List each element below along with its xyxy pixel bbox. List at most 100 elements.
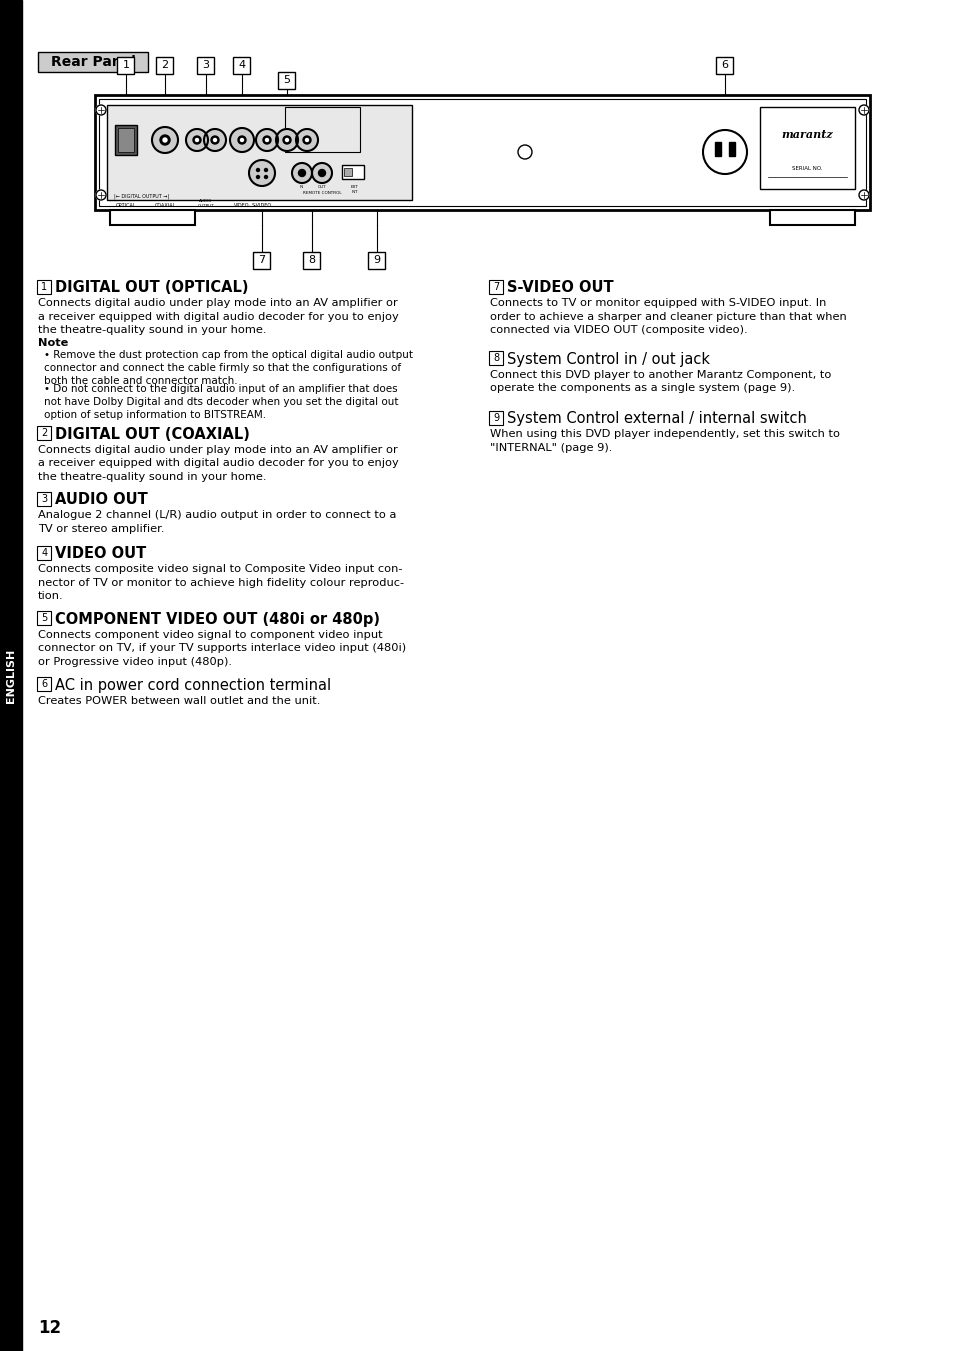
- Text: System Control in / out jack: System Control in / out jack: [506, 351, 709, 366]
- Circle shape: [312, 163, 332, 182]
- Circle shape: [517, 145, 532, 159]
- Circle shape: [249, 159, 274, 186]
- FancyBboxPatch shape: [769, 209, 854, 226]
- Circle shape: [96, 190, 106, 200]
- Text: OPTICAL: OPTICAL: [115, 203, 136, 208]
- FancyBboxPatch shape: [341, 165, 364, 178]
- Text: DIGITAL OUT (COAXIAL): DIGITAL OUT (COAXIAL): [55, 427, 250, 442]
- Circle shape: [163, 138, 167, 142]
- Text: AC in power cord connection terminal: AC in power cord connection terminal: [55, 677, 331, 693]
- Text: 9: 9: [373, 255, 380, 265]
- FancyBboxPatch shape: [115, 126, 137, 155]
- FancyBboxPatch shape: [99, 99, 865, 205]
- Text: 8: 8: [493, 353, 499, 363]
- Text: 7: 7: [258, 255, 265, 265]
- Circle shape: [858, 105, 868, 115]
- Text: SERIAL NO.: SERIAL NO.: [791, 166, 821, 172]
- Text: • Do not connect to the digital audio input of an amplifier that does
not have D: • Do not connect to the digital audio in…: [44, 384, 398, 420]
- Text: Connects digital audio under play mode into an AV amplifier or
a receiver equipp: Connects digital audio under play mode i…: [38, 444, 398, 482]
- Circle shape: [256, 176, 259, 178]
- FancyBboxPatch shape: [37, 426, 51, 440]
- FancyBboxPatch shape: [303, 251, 320, 269]
- Text: Rear Panel: Rear Panel: [51, 55, 135, 69]
- Circle shape: [204, 128, 226, 151]
- FancyBboxPatch shape: [156, 57, 173, 73]
- Text: S-VIDEO OUT: S-VIDEO OUT: [506, 280, 613, 295]
- FancyBboxPatch shape: [37, 677, 51, 690]
- Circle shape: [263, 136, 271, 145]
- Text: VIDEO OUT: VIDEO OUT: [55, 546, 146, 561]
- Circle shape: [318, 169, 325, 177]
- Circle shape: [213, 139, 216, 142]
- Circle shape: [237, 136, 246, 145]
- FancyBboxPatch shape: [714, 142, 720, 155]
- Text: When using this DVD player independently, set this switch to
"INTERNAL" (page 9): When using this DVD player independently…: [490, 430, 840, 453]
- FancyBboxPatch shape: [344, 168, 352, 176]
- FancyBboxPatch shape: [368, 251, 385, 269]
- FancyBboxPatch shape: [233, 57, 251, 73]
- Text: OUT: OUT: [317, 185, 326, 189]
- Text: 5: 5: [283, 76, 291, 85]
- Circle shape: [230, 128, 253, 153]
- Text: COAXIAL: COAXIAL: [154, 203, 175, 208]
- Text: 2: 2: [161, 59, 169, 70]
- FancyBboxPatch shape: [489, 351, 503, 365]
- Circle shape: [195, 139, 198, 142]
- FancyBboxPatch shape: [253, 251, 271, 269]
- Text: Connect this DVD player to another Marantz Component, to
operate the components : Connect this DVD player to another Maran…: [490, 370, 830, 393]
- Circle shape: [255, 128, 277, 151]
- FancyBboxPatch shape: [110, 209, 194, 226]
- Text: 6: 6: [41, 680, 48, 689]
- Circle shape: [240, 139, 243, 142]
- FancyBboxPatch shape: [489, 411, 503, 426]
- Circle shape: [303, 136, 311, 145]
- Text: 3: 3: [41, 494, 48, 504]
- Text: 1: 1: [122, 59, 130, 70]
- Circle shape: [193, 136, 201, 145]
- Circle shape: [152, 127, 178, 153]
- Text: Connects digital audio under play mode into an AV amplifier or
a receiver equipp: Connects digital audio under play mode i…: [38, 299, 398, 335]
- Circle shape: [305, 139, 308, 142]
- FancyBboxPatch shape: [489, 280, 503, 293]
- Text: 3: 3: [202, 59, 210, 70]
- FancyBboxPatch shape: [37, 546, 51, 559]
- FancyBboxPatch shape: [728, 142, 734, 155]
- FancyBboxPatch shape: [118, 128, 133, 153]
- Text: COMPONENT VIDEO OUT (480i or 480p): COMPONENT VIDEO OUT (480i or 480p): [55, 612, 379, 627]
- Text: Connects to TV or monitor equipped with S-VIDEO input. In
order to achieve a sha: Connects to TV or monitor equipped with …: [490, 299, 846, 335]
- FancyBboxPatch shape: [117, 57, 134, 73]
- Circle shape: [283, 136, 291, 145]
- Circle shape: [211, 136, 219, 145]
- Text: 4: 4: [238, 59, 245, 70]
- FancyBboxPatch shape: [37, 280, 51, 293]
- FancyBboxPatch shape: [278, 72, 295, 89]
- Circle shape: [265, 139, 268, 142]
- Text: 2: 2: [41, 428, 48, 438]
- Text: Connects component video signal to component video input
connector on TV, if you: Connects component video signal to compo…: [38, 630, 406, 667]
- Text: • Remove the dust protection cap from the optical digital audio output
connector: • Remove the dust protection cap from th…: [44, 350, 413, 385]
- Circle shape: [295, 128, 317, 151]
- Text: 6: 6: [720, 59, 728, 70]
- Circle shape: [298, 169, 305, 177]
- Text: S-VIDEO: S-VIDEO: [252, 203, 272, 208]
- Text: REMOTE CONTROL: REMOTE CONTROL: [302, 190, 341, 195]
- FancyBboxPatch shape: [760, 107, 854, 189]
- Text: DIGITAL OUT (OPTICAL): DIGITAL OUT (OPTICAL): [55, 280, 248, 295]
- Text: Note: Note: [38, 338, 69, 347]
- FancyBboxPatch shape: [107, 105, 412, 200]
- Circle shape: [264, 176, 267, 178]
- Text: 5: 5: [41, 613, 48, 623]
- Text: 12: 12: [38, 1319, 61, 1337]
- Text: AUDIO OUT: AUDIO OUT: [55, 492, 148, 508]
- Text: ENGLISH: ENGLISH: [6, 648, 16, 703]
- FancyBboxPatch shape: [285, 107, 359, 153]
- Circle shape: [275, 128, 297, 151]
- Text: 4: 4: [41, 547, 48, 558]
- Circle shape: [292, 163, 312, 182]
- Text: Creates POWER between wall outlet and the unit.: Creates POWER between wall outlet and th…: [38, 696, 320, 705]
- Text: VIDEO: VIDEO: [234, 203, 250, 208]
- Text: Connects composite video signal to Composite Video input con-
nector of TV or mo: Connects composite video signal to Compo…: [38, 565, 404, 601]
- Circle shape: [285, 139, 288, 142]
- Text: 1: 1: [41, 281, 48, 292]
- Circle shape: [858, 190, 868, 200]
